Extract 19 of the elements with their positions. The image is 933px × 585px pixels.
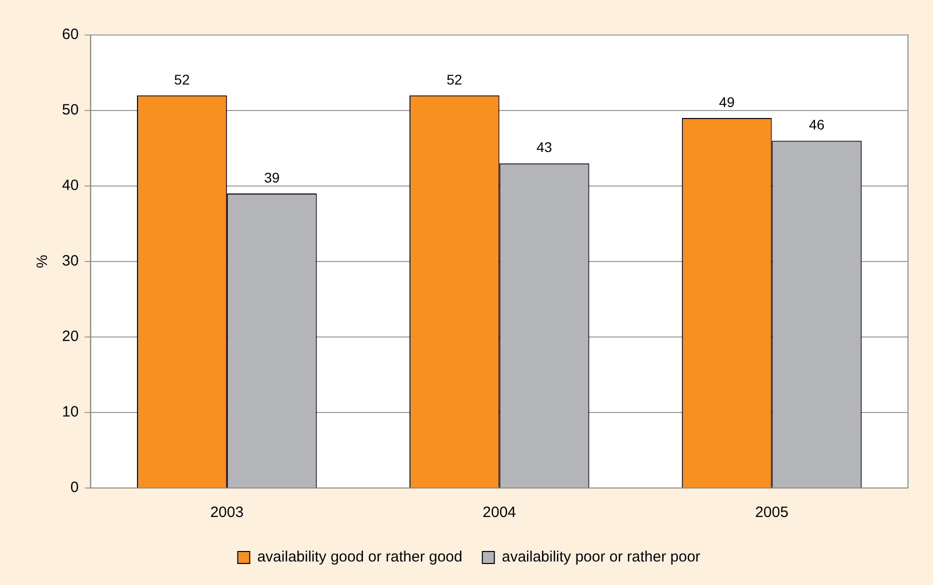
y-tick-label: 0	[70, 479, 79, 496]
data-label: 43	[536, 139, 552, 156]
x-tick-label: 2004	[482, 504, 516, 522]
data-label: 49	[719, 94, 735, 110]
y-tick-label: 20	[62, 328, 79, 346]
y-tick-label: 60	[62, 26, 79, 44]
y-tick-label: 30	[62, 252, 79, 270]
data-label: 52	[174, 71, 190, 88]
x-tick-label: 2003	[210, 504, 244, 522]
y-tick-label: 50	[62, 102, 79, 119]
data-label: 39	[264, 169, 280, 186]
x-tick-label: 2005	[755, 504, 788, 522]
y-tick-label: 10	[62, 404, 79, 421]
y-axis-title: %	[34, 254, 52, 268]
data-label: 46	[808, 116, 825, 133]
legend-label: availability good or rather good	[257, 548, 462, 566]
data-label: 52	[446, 71, 462, 88]
y-tick-label: 40	[62, 177, 79, 194]
legend-label: availability poor or rather poor	[502, 548, 700, 566]
